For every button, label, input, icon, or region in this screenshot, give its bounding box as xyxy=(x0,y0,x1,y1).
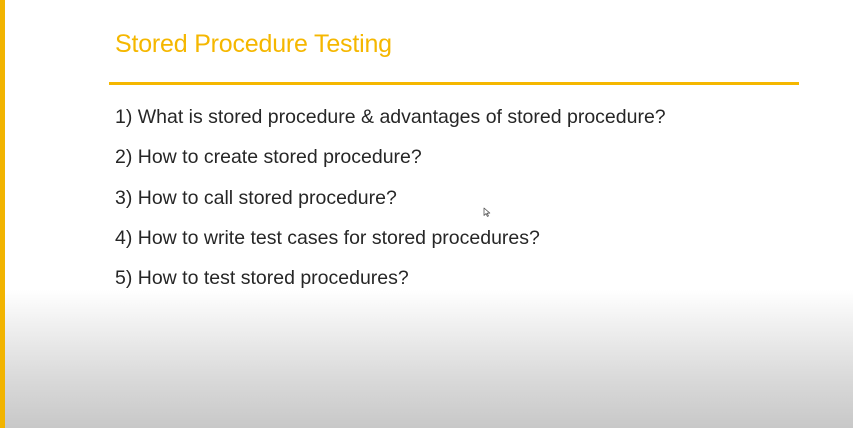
agenda-list: 1) What is stored procedure & advantages… xyxy=(115,104,666,305)
agenda-item-3: 3) How to call stored procedure? xyxy=(115,186,397,209)
slide-title: Stored Procedure Testing xyxy=(115,30,392,58)
agenda-item-4: 4) How to write test cases for stored pr… xyxy=(115,226,540,249)
agenda-item-1: 1) What is stored procedure & advantages… xyxy=(115,106,666,128)
agenda-item-5: 5) How to test stored procedures? xyxy=(115,267,409,290)
agenda-item-2: 2) How to create stored procedure? xyxy=(115,146,422,169)
left-accent-bar xyxy=(0,0,5,428)
title-underline xyxy=(109,82,799,85)
mouse-pointer-icon xyxy=(483,207,491,217)
